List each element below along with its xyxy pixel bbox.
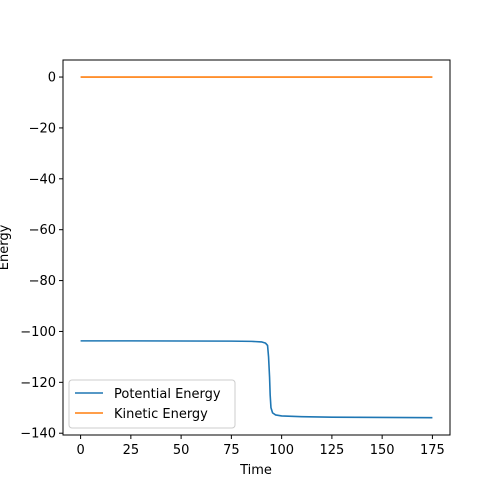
legend-label-potential-energy: Potential Energy bbox=[114, 387, 221, 402]
series-layer bbox=[80, 76, 433, 419]
x-tick-label: 150 bbox=[370, 443, 395, 458]
y-tick-label: −40 bbox=[29, 172, 56, 187]
y-tick-label: −140 bbox=[20, 427, 56, 442]
series-line-potential-energy bbox=[80, 340, 433, 419]
x-tick-label: 100 bbox=[269, 443, 294, 458]
x-tick-label: 25 bbox=[123, 443, 140, 458]
x-tick-label: 50 bbox=[173, 443, 190, 458]
x-tick-label: 175 bbox=[420, 443, 445, 458]
y-tick-label: 0 bbox=[48, 71, 56, 86]
y-tick-label: −60 bbox=[29, 223, 56, 238]
y-tick-label: −20 bbox=[29, 121, 56, 136]
y-axis-label: Energy bbox=[0, 224, 12, 270]
legend-label-kinetic-energy: Kinetic Energy bbox=[114, 407, 208, 422]
y-tick-label: −80 bbox=[29, 274, 56, 289]
y-axis-ticks: 0 −20 −40 −60 −80 −100 −120 −140 bbox=[20, 71, 63, 442]
plot-frame bbox=[62, 59, 451, 436]
x-axis-label: Time bbox=[239, 463, 272, 478]
y-tick-label: −100 bbox=[20, 325, 56, 340]
x-tick-label: 0 bbox=[76, 443, 84, 458]
y-tick-label: −120 bbox=[20, 376, 56, 391]
x-tick-label: 125 bbox=[319, 443, 344, 458]
x-axis-ticks: 0 25 50 75 100 125 150 175 bbox=[76, 435, 445, 458]
x-tick-label: 75 bbox=[223, 443, 240, 458]
legend: Potential Energy Kinetic Energy bbox=[68, 379, 236, 429]
legend-box bbox=[68, 379, 236, 429]
